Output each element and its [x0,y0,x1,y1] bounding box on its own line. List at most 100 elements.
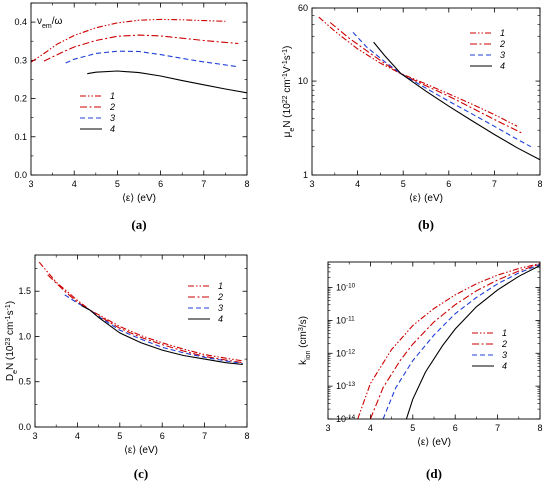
x-tick-label: 6 [446,179,451,189]
y-tick-label: 10-10 [336,282,356,293]
legend-label-3: 3 [110,113,115,123]
x-tick-label: 5 [115,179,120,189]
y-tick-label: 0.5 [18,377,31,387]
x-axis-title: ⟨ε⟩ (eV) [122,193,156,204]
y-title-part: /ω [52,16,63,27]
series-line-2 [369,263,540,419]
major-ticks [30,3,248,176]
series-line-3 [64,294,243,365]
x-tick-label: 7 [492,179,497,189]
y-axis-title: νem/ω [37,16,63,30]
x-tick-label: 7 [495,423,500,433]
y-title-part: V [282,66,293,73]
x-axis-title: ⟨ε⟩ (eV) [417,437,451,448]
x-tick-label: 7 [201,179,206,189]
x-tick-label: 3 [325,423,330,433]
y-title-part: 22 [282,95,289,103]
legend-label-1: 1 [110,91,115,101]
legend-label-3: 3 [502,350,507,360]
series-lines [318,16,540,161]
x-axis-title: ⟨ε⟩ (eV) [124,445,158,456]
x-axis-title: ⟨ε⟩ (eV) [409,193,443,204]
legend-label-4: 4 [500,61,505,71]
series-line-4 [87,70,247,94]
series-line-3 [382,264,540,419]
y-title-part: cm [5,322,16,338]
y-title-part: (cm [298,331,309,350]
series-lines [31,18,247,94]
y-title-part: 3 [298,327,305,331]
series-line-3 [352,32,532,148]
y-title-part: s [5,310,16,315]
plot-frame [34,254,248,428]
x-tick-label: 3 [32,431,37,441]
major-ticks [327,262,541,420]
legend-label-1: 1 [218,281,223,291]
y-title-part: N (10 [282,103,293,128]
y-tick-label: 1 [303,170,308,180]
x-tick-label: 3 [28,179,33,189]
legend-label-3: 3 [500,50,505,60]
y-tick-exponent: -14 [346,414,356,421]
y-tick-base: 10 [336,381,346,391]
series-line-4 [405,265,540,419]
series-line-1 [357,262,540,419]
legend-label-4: 4 [110,124,115,134]
y-title-part: s [282,55,293,60]
legend-label-2: 2 [499,39,505,49]
y-title-part: 23 [5,338,12,346]
y-title-part: -1 [282,49,289,55]
y-title-part: -1 [282,60,289,66]
panel-label: (d) [426,466,442,481]
x-tick-label: 6 [453,423,458,433]
legend-label-1: 1 [500,28,505,38]
x-tick-label: 7 [202,431,207,441]
x-tick-label: 8 [244,179,249,189]
legend-label-2: 2 [501,339,507,349]
y-title-part: cm [282,79,293,95]
series-line-4 [373,41,540,161]
series-line-1 [38,261,243,362]
y-tick-base: 10 [336,315,346,325]
y-tick-label: 10-12 [336,348,356,359]
y-title-part: D [5,374,16,381]
x-tick-label: 4 [75,431,80,441]
y-tick-exponent: -12 [346,348,356,355]
x-tick-label: 3 [309,179,314,189]
y-title-part: em [42,23,52,30]
y-title-part: e [289,128,296,132]
y-title-part: ) [5,301,16,304]
x-tick-label: 5 [401,179,406,189]
y-tick-exponent: -11 [346,315,355,322]
y-tick-label: 10-13 [336,381,356,392]
legend-label-1: 1 [502,328,507,338]
plot-frame [30,2,248,176]
y-tick-base: 10 [336,283,346,293]
series-lines [38,261,243,366]
y-tick-label: 0.4 [14,17,27,27]
y-title-part: e [12,370,19,374]
series-lines [357,262,540,419]
y-tick-label: 1.5 [18,286,31,296]
minor-ticks [35,255,247,427]
y-title-part: /s) [298,316,309,327]
legend-label-3: 3 [218,303,223,313]
x-tick-label: 4 [368,423,373,433]
x-tick-label: 4 [72,179,77,189]
y-axis-title: kion (cm3/s) [298,316,312,365]
series-line-1 [31,18,226,63]
x-tick-label: 4 [355,179,360,189]
y-tick-base: 10 [336,348,346,358]
y-title-part: ) [282,46,293,49]
series-line-2 [43,34,239,62]
y-axis-title: μeN (1022 cm-1V-1s-1) [282,46,296,138]
legend-label-4: 4 [502,361,507,371]
y-tick-label: 0.2 [14,94,27,104]
legend-label-2: 2 [109,102,115,112]
x-tick-label: 5 [117,431,122,441]
series-line-4 [81,305,243,366]
